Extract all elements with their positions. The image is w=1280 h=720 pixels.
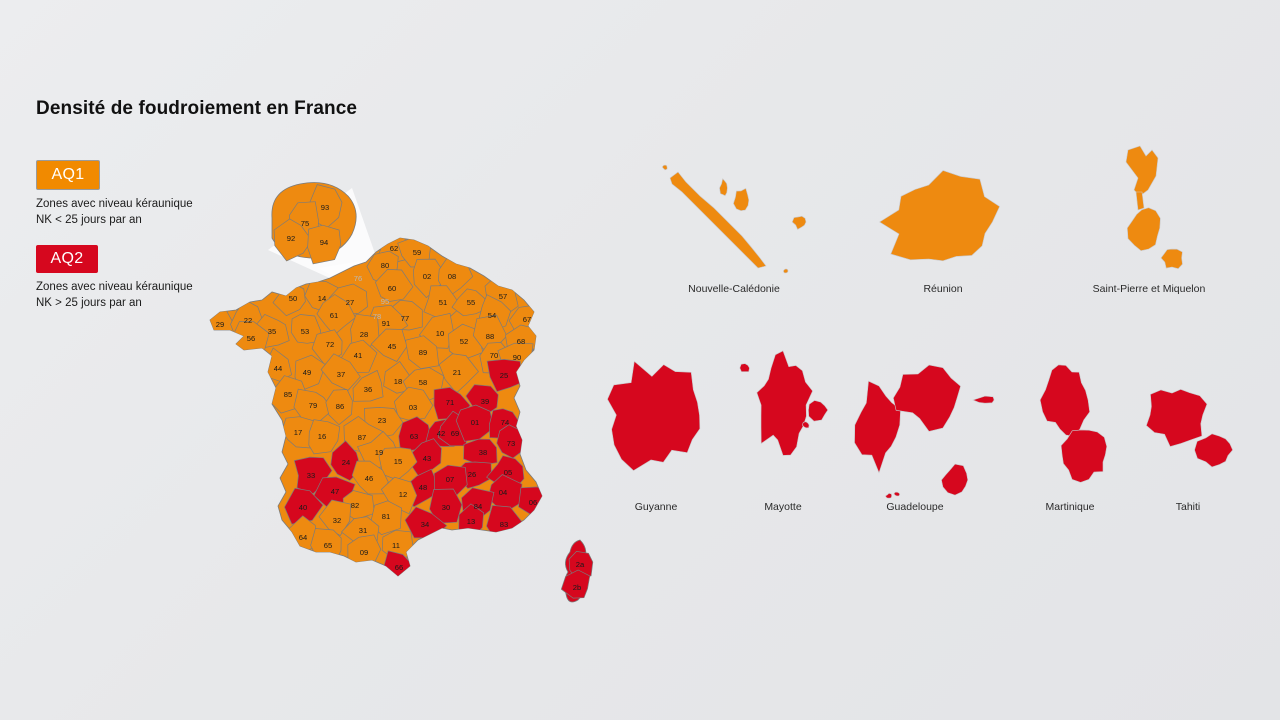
department-43	[409, 438, 442, 477]
nouvelle-caledonie-main-island	[669, 171, 767, 269]
nouvelle-caledonie-islet-1	[719, 178, 728, 197]
department-16	[308, 419, 341, 455]
saint-pierre-miquelon-north	[1125, 145, 1159, 197]
department-45	[370, 328, 408, 362]
page-title: Densité de foudroiement en France	[36, 98, 358, 119]
department-36	[352, 369, 384, 402]
tahiti-iti	[1194, 433, 1234, 468]
nouvelle-caledonie-islet-2	[733, 187, 750, 212]
department-94	[307, 224, 342, 265]
department-66	[383, 550, 419, 576]
reunion-island	[879, 170, 1000, 262]
territory-label-guyanne: Guyanne	[635, 501, 678, 513]
nouvelle-caledonie-islet-4	[661, 164, 668, 171]
territory-label-saint-pierre-et-miquelon: Saint-Pierre et Miquelon	[1093, 283, 1206, 295]
saint-pierre-miquelon-isthmus	[1135, 191, 1145, 211]
guadeloupe-grande-terre	[892, 364, 961, 432]
martinique-south	[1060, 429, 1108, 483]
territory-name-labels: Nouvelle-Calédonie Réunion Saint-Pierre et…	[635, 283, 1206, 513]
department-65	[310, 528, 342, 565]
mayotte-islet-3	[801, 421, 810, 429]
legend-item-aq2: AQ2 Zones avec niveau kéraunique NK > 25…	[36, 245, 193, 311]
department-25	[486, 359, 523, 393]
guadeloupe-les-saintes-1	[884, 492, 893, 499]
guadeloupe-marie-galante	[941, 463, 969, 496]
department-89	[405, 335, 440, 369]
legend-item-aq1: AQ1 Zones avec niveau kéraunique NK < 25…	[36, 160, 193, 228]
guyanne-territory	[607, 360, 701, 471]
department-2b	[560, 569, 591, 599]
saint-pierre-miquelon-islet	[1160, 248, 1183, 270]
territory-label-r-union: Réunion	[923, 283, 962, 295]
paris-inset-departments	[271, 182, 357, 265]
guadeloupe-basse-terre	[854, 380, 901, 474]
department-53	[290, 314, 323, 344]
department-24	[330, 440, 360, 481]
nouvelle-caledonie-islet-3	[791, 215, 807, 230]
corsica-departments	[560, 539, 594, 603]
martinique-north	[1039, 364, 1091, 437]
legend-description-aq2: Zones avec niveau kéraunique NK > 25 jou…	[36, 281, 193, 309]
territory-label-tahiti: Tahiti	[1176, 501, 1201, 513]
territory-label-mayotte: Mayotte	[764, 501, 802, 513]
territory-label-guadeloupe: Guadeloupe	[886, 501, 943, 513]
department-21	[438, 353, 479, 394]
department-03	[393, 386, 434, 421]
department-92	[273, 218, 313, 262]
legend-description-aq1: Zones avec niveau kéraunique NK < 25 jou…	[36, 198, 193, 226]
department-15	[378, 447, 418, 481]
department-32	[318, 499, 352, 536]
mayotte-islet-2	[739, 363, 750, 373]
legend-badge-aq1: AQ1	[36, 160, 100, 190]
department-40	[284, 487, 324, 525]
territory-label-martinique: Martinique	[1045, 501, 1094, 513]
legend-badge-aq2: AQ2	[36, 245, 98, 273]
france-departments	[209, 237, 543, 577]
department-60	[374, 269, 414, 302]
mayotte-islet-1	[808, 400, 829, 422]
department-86	[325, 389, 353, 426]
saint-pierre-miquelon-south	[1126, 207, 1161, 252]
department-37	[320, 353, 361, 391]
guadeloupe-les-saintes-2	[893, 491, 901, 497]
department-38	[463, 438, 498, 465]
mayotte-main-island	[756, 350, 813, 456]
nouvelle-caledonie-islet-5	[782, 268, 789, 274]
guadeloupe-la-desirade	[972, 395, 995, 404]
territory-label-nouvelle-cal-donie: Nouvelle-Calédonie	[688, 283, 780, 295]
tahiti-nui	[1145, 388, 1208, 447]
overseas-territories	[607, 145, 1234, 499]
